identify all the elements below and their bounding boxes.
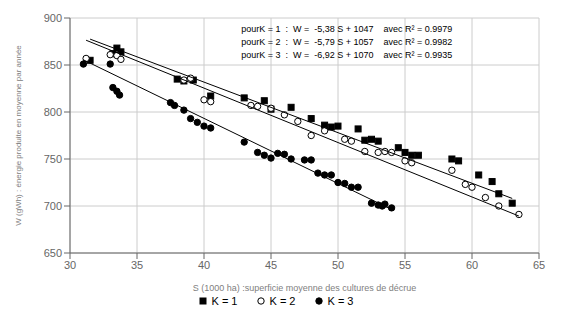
svg-text:S (1000 ha) :superficie moyenn: S (1000 ha) :superficie moyenne des cult… bbox=[193, 283, 417, 293]
svg-text:W (gWh) : énergie produite en: W (gWh) : énergie produite en moyenne pa… bbox=[14, 45, 23, 226]
svg-text:45: 45 bbox=[265, 259, 277, 271]
svg-text:30: 30 bbox=[64, 259, 76, 271]
svg-text:60: 60 bbox=[466, 259, 478, 271]
html-text:K = 3: K = 3 bbox=[327, 295, 354, 307]
html-text:K = 1: K = 1 bbox=[211, 295, 238, 307]
svg-text:35: 35 bbox=[131, 259, 143, 271]
svg-text:65: 65 bbox=[533, 259, 545, 271]
html-text:pourK = 2 : W = -5,79 S + 1057: pourK = 2 : W = -5,79 S + 1057 avec R² =… bbox=[241, 37, 453, 47]
svg-text:50: 50 bbox=[332, 259, 344, 271]
html-text:pourK = 3 : W = -6,92 S + 1070: pourK = 3 : W = -6,92 S + 1070 avec R² =… bbox=[241, 50, 453, 60]
svg-text:700: 700 bbox=[44, 200, 62, 212]
html-text:K = 2: K = 2 bbox=[269, 295, 296, 307]
svg-text:55: 55 bbox=[399, 259, 411, 271]
svg-text:900: 900 bbox=[44, 12, 62, 24]
html-text:pourK = 1 : W = -5,38 S + 1047: pourK = 1 : W = -5,38 S + 1047 avec R² =… bbox=[241, 24, 453, 34]
svg-text:850: 850 bbox=[44, 59, 62, 71]
svg-text:40: 40 bbox=[198, 259, 210, 271]
svg-text:750: 750 bbox=[44, 153, 62, 165]
svg-text:800: 800 bbox=[44, 106, 62, 118]
svg-text:650: 650 bbox=[44, 247, 62, 259]
